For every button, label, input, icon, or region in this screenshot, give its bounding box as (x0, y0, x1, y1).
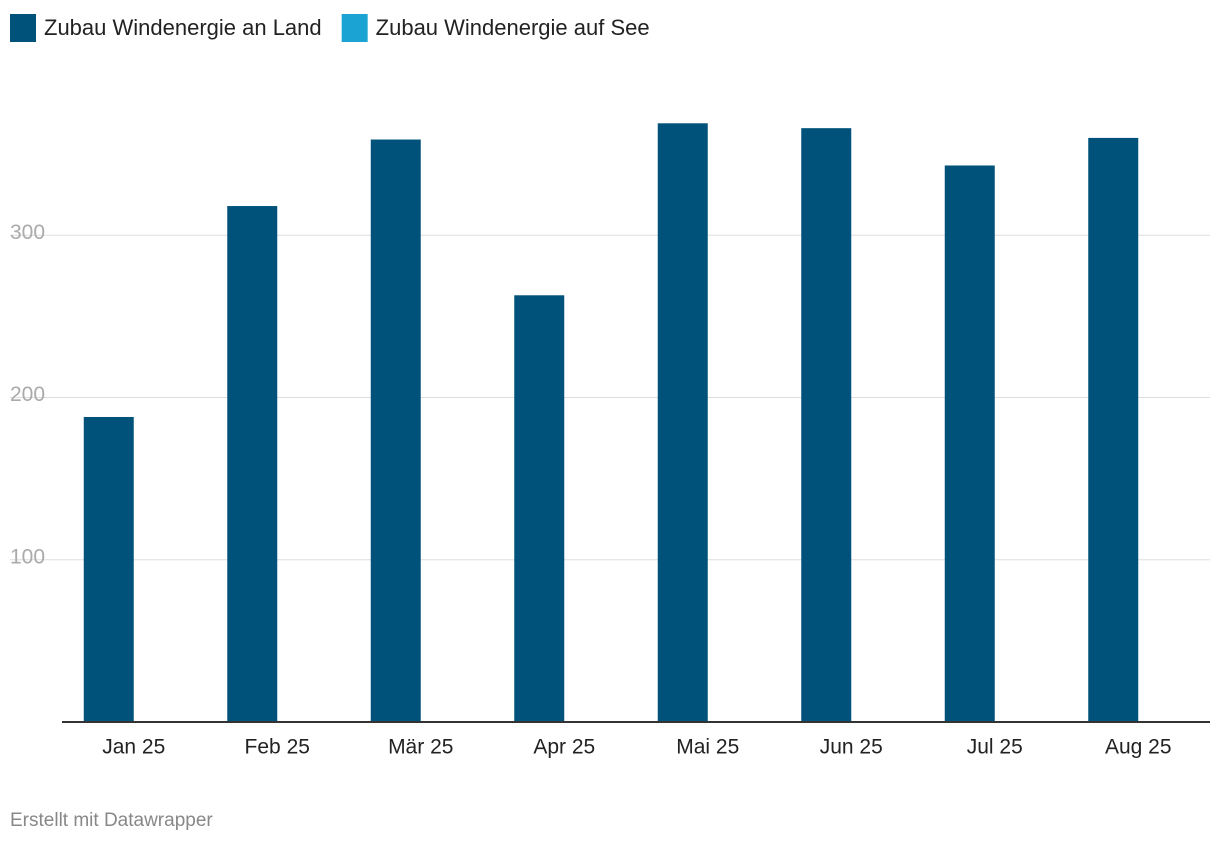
x-tick-label: Mai 25 (676, 736, 739, 759)
legend-swatch (10, 14, 36, 42)
y-tick-label: 100 (10, 545, 45, 568)
bar (657, 123, 708, 723)
legend-label: Zubau Windenergie auf See (376, 15, 650, 40)
x-tick-label: Feb 25 (245, 736, 310, 759)
y-tick-label: 300 (10, 221, 45, 244)
x-tick-label: Apr 25 (533, 736, 595, 759)
bar (1088, 137, 1139, 722)
bar (944, 165, 995, 723)
footer-credit: Erstellt mit Datawrapper (10, 810, 213, 831)
bar (83, 416, 134, 722)
x-tick-label: Mär 25 (388, 736, 453, 759)
bar (801, 128, 852, 723)
bar (370, 139, 421, 722)
y-tick-label: 200 (10, 383, 45, 406)
legend-label: Zubau Windenergie an Land (44, 15, 322, 40)
legend-swatch (341, 14, 368, 42)
x-tick-label: Aug 25 (1105, 736, 1172, 759)
x-tick-label: Jun 25 (820, 736, 883, 759)
x-tick-label: Jul 25 (967, 736, 1023, 759)
x-tick-label: Jan 25 (102, 736, 165, 759)
bar (514, 295, 565, 722)
bar (227, 206, 278, 723)
